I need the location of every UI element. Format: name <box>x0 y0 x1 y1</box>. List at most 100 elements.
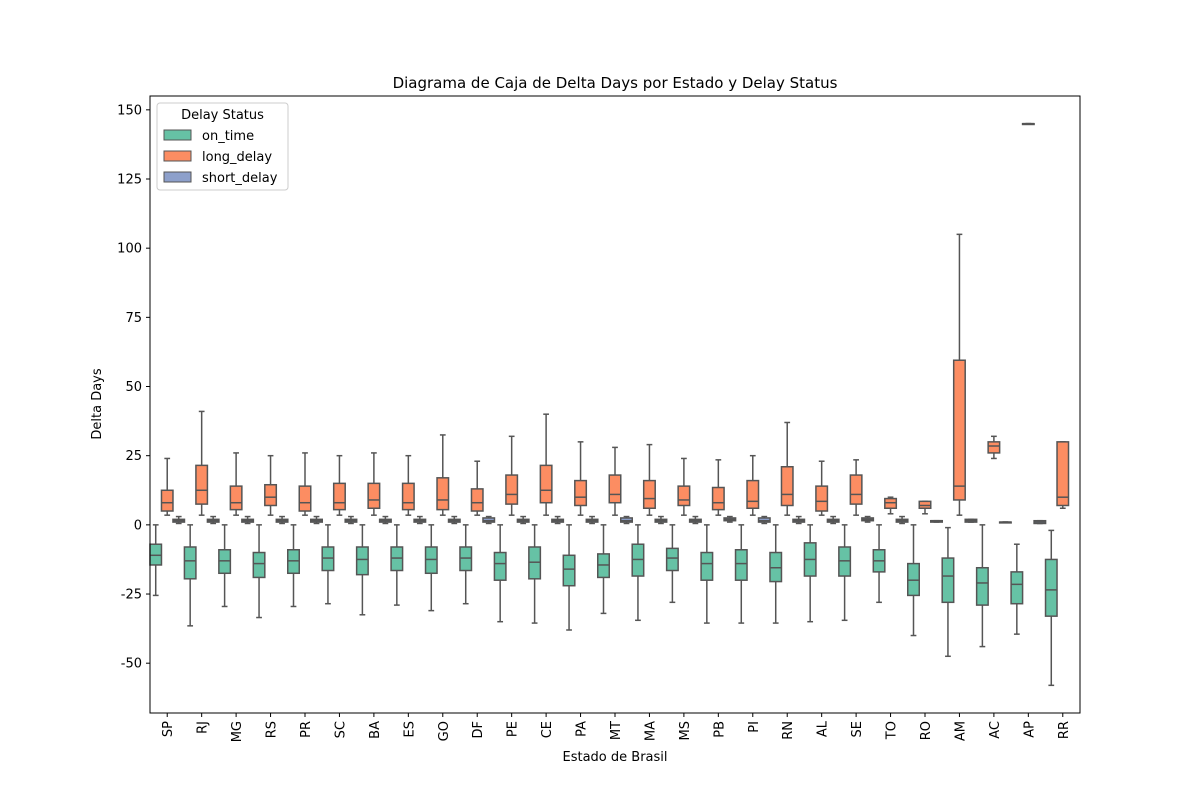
box-on_time-MS <box>665 524 679 604</box>
box-body <box>470 488 484 512</box>
box-body <box>183 546 197 580</box>
x-tick-label: RR <box>1057 721 1072 739</box>
box-on_time-AL <box>803 524 817 623</box>
box-long_delay-DF <box>470 460 484 516</box>
legend-frame <box>156 102 289 191</box>
y-tick-label: 25 <box>125 449 142 464</box>
box-on_time-PB <box>700 524 714 624</box>
box-short_delay-PA <box>585 515 599 525</box>
box-body <box>505 474 519 505</box>
box-on_time-AC <box>975 524 989 648</box>
box-on_time-GO <box>424 524 438 612</box>
box-body <box>252 551 266 579</box>
box-body <box>711 486 725 511</box>
box-short_delay-TO <box>895 515 909 525</box>
box-long_delay-RJ <box>195 410 209 516</box>
x-tick-label: MT <box>609 721 624 740</box>
box-short_delay-MG <box>241 515 255 525</box>
x-tick-label: ES <box>402 721 417 737</box>
box-on_time-MA <box>631 524 645 622</box>
box-long_delay-BA <box>367 452 381 516</box>
box-long_delay-RS <box>264 454 278 516</box>
box-short_delay-SE <box>861 515 875 523</box>
box-body <box>941 557 955 604</box>
x-tick-label: RJ <box>196 721 211 734</box>
plot-area <box>149 95 1081 714</box>
x-tick-label: RN <box>781 721 796 740</box>
box-body <box>1010 571 1024 605</box>
x-tick-label: RO <box>919 721 934 740</box>
x-tick-label: MA <box>643 721 658 741</box>
box-body <box>298 485 312 512</box>
x-tick-label: BA <box>368 721 383 739</box>
x-axis: SP RJ MG RS PR SC BA ES GO DF PE CE PA MT MA MS PB PI RN AL… <box>161 713 1072 742</box>
legend-label-on_time: on_time <box>202 129 254 144</box>
box-body <box>700 551 714 581</box>
box-long_delay-AC <box>987 435 1001 460</box>
box-short_delay-DF <box>482 515 496 525</box>
box-body <box>195 464 209 505</box>
box-long_delay-SP <box>160 457 174 516</box>
legend-label-long_delay: long_delay <box>202 150 272 165</box>
box-long_delay-AP <box>1021 122 1035 126</box>
box-on_time-MG <box>218 524 232 608</box>
box-on_time-PI <box>734 524 748 624</box>
y-tick-label: 100 <box>117 242 142 257</box>
box-body <box>677 485 691 507</box>
box-long_delay-GO <box>436 434 450 516</box>
box-body <box>367 482 381 510</box>
box-short_delay-AM <box>964 518 978 523</box>
box-body <box>562 554 576 587</box>
box-long_delay-PI <box>746 454 760 516</box>
box-on_time-DF <box>459 524 473 605</box>
box-short_delay-PB <box>723 515 737 523</box>
box-on_time-SP <box>149 524 163 597</box>
x-tick-label: SP <box>161 721 176 737</box>
legend-title: Delay Status <box>181 108 264 123</box>
box-body <box>734 549 748 581</box>
x-tick-label: AM <box>953 721 968 741</box>
x-tick-label: AP <box>1022 721 1037 738</box>
box-long_delay-RR <box>1056 441 1070 510</box>
box-body <box>1044 558 1058 617</box>
box-short_delay-SC <box>344 515 358 525</box>
box-on_time-RN <box>769 524 783 624</box>
chart-title: Diagrama de Caja de Delta Days por Estad… <box>393 74 838 92</box>
box-long_delay-MA <box>642 443 656 516</box>
box-body <box>539 464 553 504</box>
x-tick-label: AC <box>988 721 1003 739</box>
x-tick-label: GO <box>437 721 452 741</box>
legend-swatch-on_time <box>163 129 192 141</box>
box-body <box>975 566 989 606</box>
box-on_time-PA <box>562 524 576 631</box>
box-body <box>160 489 174 512</box>
x-tick-label: AL <box>816 720 831 737</box>
box-long_delay-PR <box>298 452 312 516</box>
box-short_delay-PE <box>516 515 530 525</box>
box-short_delay-GO <box>447 515 461 525</box>
box-short_delay-MA <box>654 515 668 525</box>
box-short_delay-MT <box>620 515 633 525</box>
box-short_delay-AC <box>998 521 1012 524</box>
box-body <box>401 482 415 511</box>
box-short_delay-RS <box>275 515 289 525</box>
box-short_delay-ES <box>413 515 427 525</box>
box-short_delay-RJ <box>206 515 220 525</box>
y-axis: -50 -25 0 25 50 75 100 125 150 <box>117 103 150 672</box>
box-long_delay-RO <box>918 500 932 515</box>
box-long_delay-MT <box>608 446 622 516</box>
box-body <box>1056 441 1070 507</box>
box-short_delay-AP <box>1033 519 1047 525</box>
box-long_delay-SC <box>332 454 346 516</box>
box-short_delay-AL <box>826 515 840 525</box>
box-long_delay-PE <box>505 435 519 516</box>
box-long_delay-AL <box>815 460 829 516</box>
box-short_delay-CE <box>551 515 565 525</box>
box-long_delay-PA <box>574 441 588 516</box>
box-short_delay-PR <box>310 515 323 525</box>
box-long_delay-SE <box>849 459 863 516</box>
box-long_delay-CE <box>539 413 553 516</box>
box-body <box>493 551 507 581</box>
